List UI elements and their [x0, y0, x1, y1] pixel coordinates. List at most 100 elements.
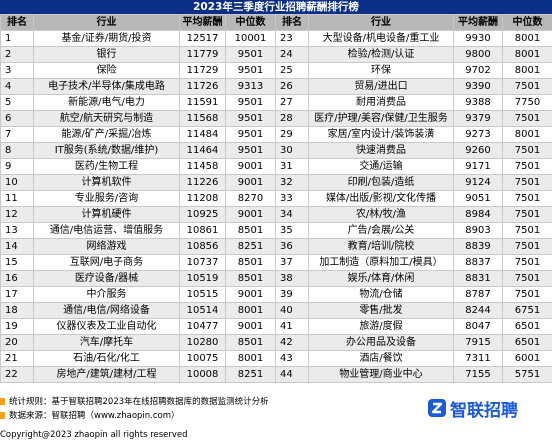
rank-cell: 18 [0, 302, 34, 319]
page-title: 2023年三季度行业招聘薪酬排行榜 [0, 0, 552, 14]
rank-cell: 16 [0, 270, 34, 287]
rank-cell: 10 [0, 174, 34, 191]
median-cell: 8001 [225, 302, 276, 319]
median-cell: 8501 [225, 334, 276, 351]
industry-cell: 教育/培训/院校 [308, 238, 454, 255]
rank-cell: 9 [0, 158, 34, 175]
table-row: 14 网络游戏 10856 8251 36 教育/培训/院校 8839 7501 [0, 238, 552, 255]
industry-cell: 保险 [33, 62, 180, 79]
table-header-row: 排名 行业 平均薪酬 中位数 排名 行业 平均薪酬 中位数 [0, 14, 552, 31]
industry-cell: 医疗/护理/美容/保健/卫生服务 [308, 110, 454, 127]
industry-cell: 酒店/餐饮 [308, 350, 454, 367]
table-row: 9 医药/生物工程 11458 9001 31 交通/运输 9171 7501 [0, 158, 552, 175]
rank-cell: 36 [275, 238, 309, 255]
avg-salary-cell: 10008 [179, 366, 226, 383]
avg-salary-cell: 12517 [179, 30, 226, 47]
header-median: 中位数 [502, 14, 552, 31]
rank-cell: 22 [0, 366, 34, 383]
header-rank: 排名 [275, 14, 309, 31]
avg-salary-cell: 9379 [453, 110, 503, 127]
avg-salary-cell: 7155 [453, 366, 503, 383]
rank-cell: 38 [275, 270, 309, 287]
rank-cell: 29 [275, 126, 309, 143]
industry-cell: 农/林/牧/渔 [308, 206, 454, 223]
median-cell: 9001 [225, 174, 276, 191]
table-row: 3 保险 11729 9501 25 环保 9702 8001 [0, 62, 552, 79]
avg-salary-cell: 9260 [453, 142, 503, 159]
salary-ranking-table: 排名 行业 平均薪酬 中位数 排名 行业 平均薪酬 中位数 1 基金/证券/期货/… [0, 14, 552, 383]
rank-cell: 20 [0, 334, 34, 351]
orange-square-icon [0, 412, 5, 419]
median-cell: 7501 [502, 238, 552, 255]
rank-cell: 41 [275, 318, 309, 335]
rank-cell: 40 [275, 302, 309, 319]
rank-cell: 42 [275, 334, 309, 351]
rank-cell: 5 [0, 94, 34, 111]
industry-cell: 零售/批发 [308, 302, 454, 319]
median-cell: 7501 [502, 158, 552, 175]
table-row: 12 计算机硬件 10925 9001 34 农/林/牧/渔 8984 7501 [0, 206, 552, 223]
median-cell: 7501 [502, 206, 552, 223]
industry-cell: 耐用消费品 [308, 94, 454, 111]
table-row: 7 能源/矿产/采掘/冶炼 11484 9501 29 家居/室内设计/装饰装潢 9273 8… [0, 126, 552, 143]
footer-method: 统计规则：基于智联招聘2023年在线招聘数据库的数据监测统计分析 [0, 397, 269, 408]
avg-salary-cell: 7915 [453, 334, 503, 351]
avg-salary-cell: 7311 [453, 350, 503, 367]
avg-salary-cell: 8839 [453, 238, 503, 255]
median-cell: 8501 [225, 254, 276, 271]
median-cell: 9501 [225, 126, 276, 143]
zhaopin-logo: 智联招聘 [427, 396, 547, 421]
avg-salary-cell: 11591 [179, 94, 226, 111]
avg-salary-cell: 11458 [179, 158, 226, 175]
zhaopin-logo-text: 智联招聘 [450, 400, 518, 421]
rank-cell: 33 [275, 190, 309, 207]
table-row: 20 汽车/摩托车 10280 8501 42 办公用品及设备 7915 6501 [0, 334, 552, 351]
rank-cell: 13 [0, 222, 34, 239]
rank-cell: 24 [275, 46, 309, 63]
rank-cell: 1 [0, 30, 34, 47]
avg-salary-cell: 9800 [453, 46, 503, 63]
avg-salary-cell: 10519 [179, 270, 226, 287]
industry-cell: 物业管理/商业中心 [308, 366, 454, 383]
median-cell: 8501 [225, 222, 276, 239]
median-cell: 9501 [225, 142, 276, 159]
industry-cell: 石油/石化/化工 [33, 350, 180, 367]
rank-cell: 14 [0, 238, 34, 255]
industry-cell: 通信/电信/网络设备 [33, 302, 180, 319]
avg-salary-cell: 9390 [453, 78, 503, 95]
avg-salary-cell: 11226 [179, 174, 226, 191]
avg-salary-cell: 10861 [179, 222, 226, 239]
median-cell: 6001 [502, 350, 552, 367]
median-cell: 8001 [502, 62, 552, 79]
avg-salary-cell: 9702 [453, 62, 503, 79]
avg-salary-cell: 11208 [179, 190, 226, 207]
industry-cell: 检验/检测/认证 [308, 46, 454, 63]
rank-cell: 43 [275, 350, 309, 367]
rank-cell: 11 [0, 190, 34, 207]
table-row: 22 房地产/建筑/建材/工程 10008 8251 44 物业管理/商业中心 7155 57… [0, 366, 552, 383]
median-cell: 9001 [225, 206, 276, 223]
median-cell: 8501 [225, 270, 276, 287]
avg-salary-cell: 10477 [179, 318, 226, 335]
avg-salary-cell: 10856 [179, 238, 226, 255]
rank-cell: 34 [275, 206, 309, 223]
industry-cell: 办公用品及设备 [308, 334, 454, 351]
rank-cell: 17 [0, 286, 34, 303]
median-cell: 8251 [225, 366, 276, 383]
industry-cell: 广告/会展/公关 [308, 222, 454, 239]
rank-cell: 12 [0, 206, 34, 223]
median-cell: 8270 [225, 190, 276, 207]
median-cell: 7501 [502, 190, 552, 207]
industry-cell: 互联网/电子商务 [33, 254, 180, 271]
header-industry: 行业 [308, 14, 454, 31]
avg-salary-cell: 11729 [179, 62, 226, 79]
avg-salary-cell: 8903 [453, 222, 503, 239]
industry-cell: 汽车/摩托车 [33, 334, 180, 351]
table-row: 19 仪器仪表及工业自动化 10477 9001 41 旅游/度假 8047 6501 [0, 318, 552, 335]
header-avg-salary: 平均薪酬 [179, 14, 226, 31]
rank-cell: 8 [0, 142, 34, 159]
rank-cell: 32 [275, 174, 309, 191]
median-cell: 7501 [502, 286, 552, 303]
footer-method-text: 统计规则：基于智联招聘2023年在线招聘数据库的数据监测统计分析 [9, 397, 269, 407]
median-cell: 9001 [225, 286, 276, 303]
